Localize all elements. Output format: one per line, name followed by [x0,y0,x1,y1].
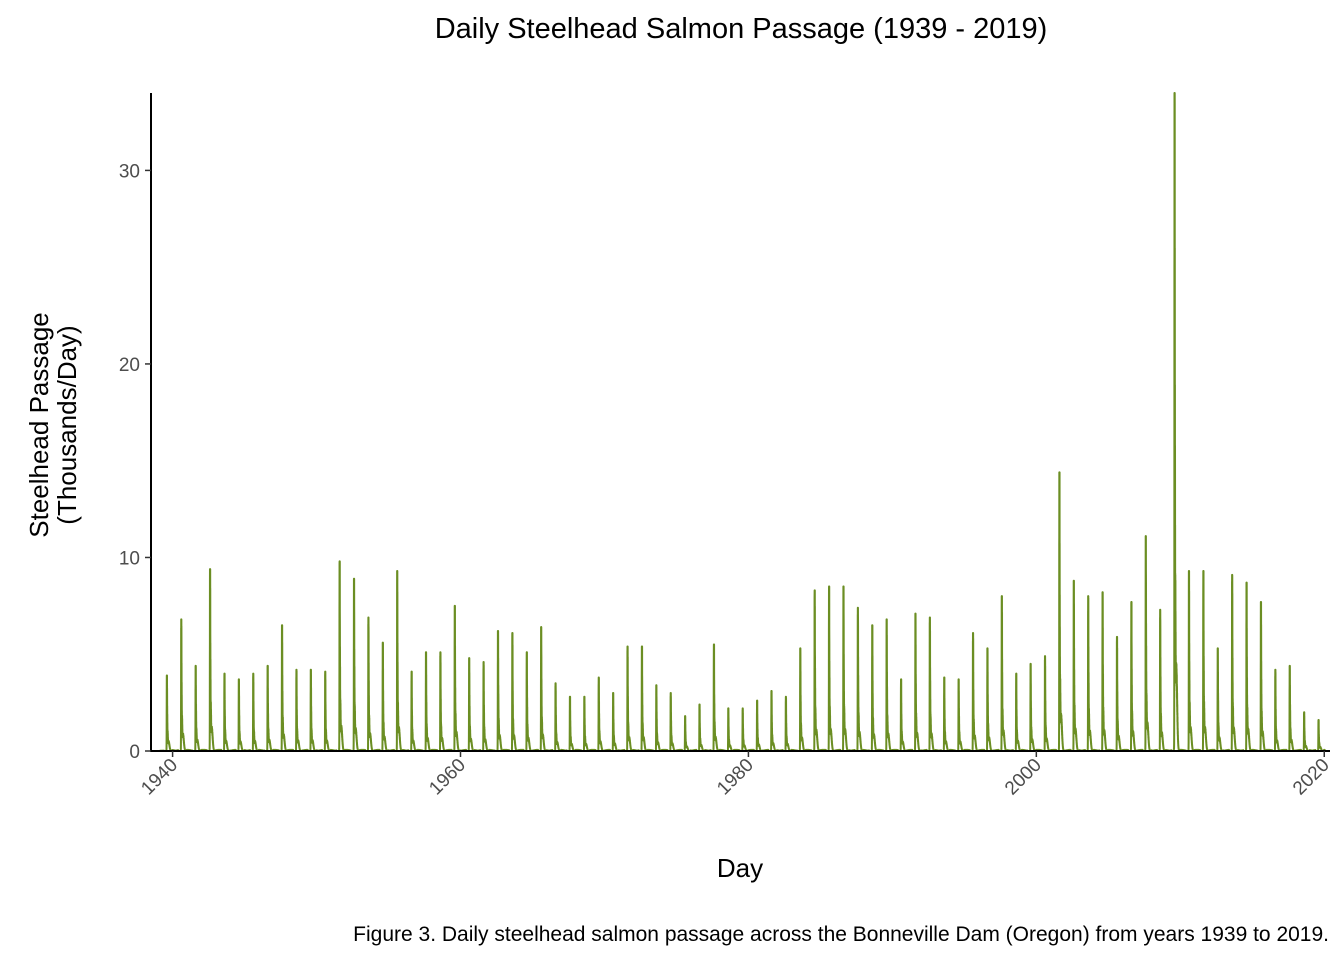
x-axis-title: Day [717,853,763,883]
series-line-group [159,92,1326,752]
x-tick-label: 1980 [713,755,758,800]
plot-area [159,92,1326,752]
y-tick-label: 0 [129,742,140,763]
chart-title: Daily Steelhead Salmon Passage (1939 - 2… [435,13,1048,45]
y-axis-title: Steelhead Passage (Thousands/Day) [24,312,82,538]
x-tick-label: 1940 [137,755,182,800]
y-axis-title-line-2: (Thousands/Day) [52,325,82,524]
x-tick-label: 2020 [1289,755,1334,800]
y-tick-label: 30 [119,161,140,182]
x-tick-label: 2000 [1001,755,1046,800]
x-axis-ticks: 1940 1960 1980 2000 2020 [137,751,1334,800]
x-tick-label: 1960 [425,755,470,800]
figure-caption: Figure 3. Daily steelhead salmon passage… [353,923,1329,946]
y-tick-label: 20 [119,355,140,376]
y-axis-title-line-1: Steelhead Passage [24,312,54,538]
series-line [159,92,1326,752]
y-axis-ticks: 0 10 20 30 [119,161,151,763]
y-tick-label: 10 [119,548,140,569]
